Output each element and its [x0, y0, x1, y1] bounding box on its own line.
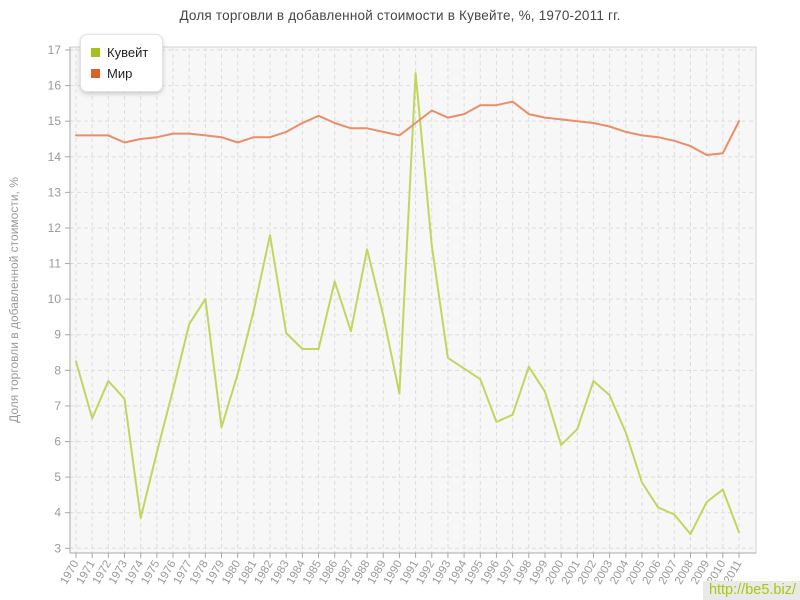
chart-title: Доля торговли в добавленной стоимости в … — [179, 8, 621, 23]
world-series-swatch-icon — [91, 69, 100, 78]
y-axis-tick-label: 4 — [54, 506, 61, 520]
y-axis-tick-label: 8 — [54, 363, 61, 377]
series-line-world — [75, 100, 740, 156]
y-axis-tick-label: 5 — [54, 470, 61, 484]
y-axis-tick-label: 3 — [54, 541, 61, 555]
y-axis-title: Доля торговли в добавленной стоимости, % — [7, 177, 21, 423]
y-axis-tick-label: 14 — [48, 150, 62, 164]
y-axis-tick-label: 13 — [48, 185, 62, 199]
y-axis-tick-label: 11 — [49, 257, 62, 271]
watermark-link[interactable]: http://be5.biz/ — [702, 581, 800, 600]
y-axis-tick-label: 12 — [48, 221, 62, 235]
kuwait-series-label: Кувейт — [107, 45, 149, 60]
world-series-label: Мир — [107, 66, 133, 81]
y-axis-tick-label: 10 — [48, 292, 62, 306]
y-axis-tick-label: 9 — [54, 328, 61, 342]
legend-item-world[interactable]: Мир — [91, 63, 148, 84]
y-axis-tick-label: 7 — [54, 399, 61, 413]
y-axis-tick-label: 17 — [48, 43, 62, 57]
legend-item-kuwait[interactable]: Кувейт — [91, 42, 148, 63]
y-axis-tick-label: 6 — [54, 435, 61, 449]
y-axis-tick-label: 15 — [48, 114, 62, 128]
kuwait-series-swatch-icon — [91, 48, 100, 57]
legend: Кувейт Мир — [80, 34, 164, 92]
y-axis-tick-label: 16 — [48, 79, 62, 93]
series-line-kuwait — [75, 72, 740, 536]
